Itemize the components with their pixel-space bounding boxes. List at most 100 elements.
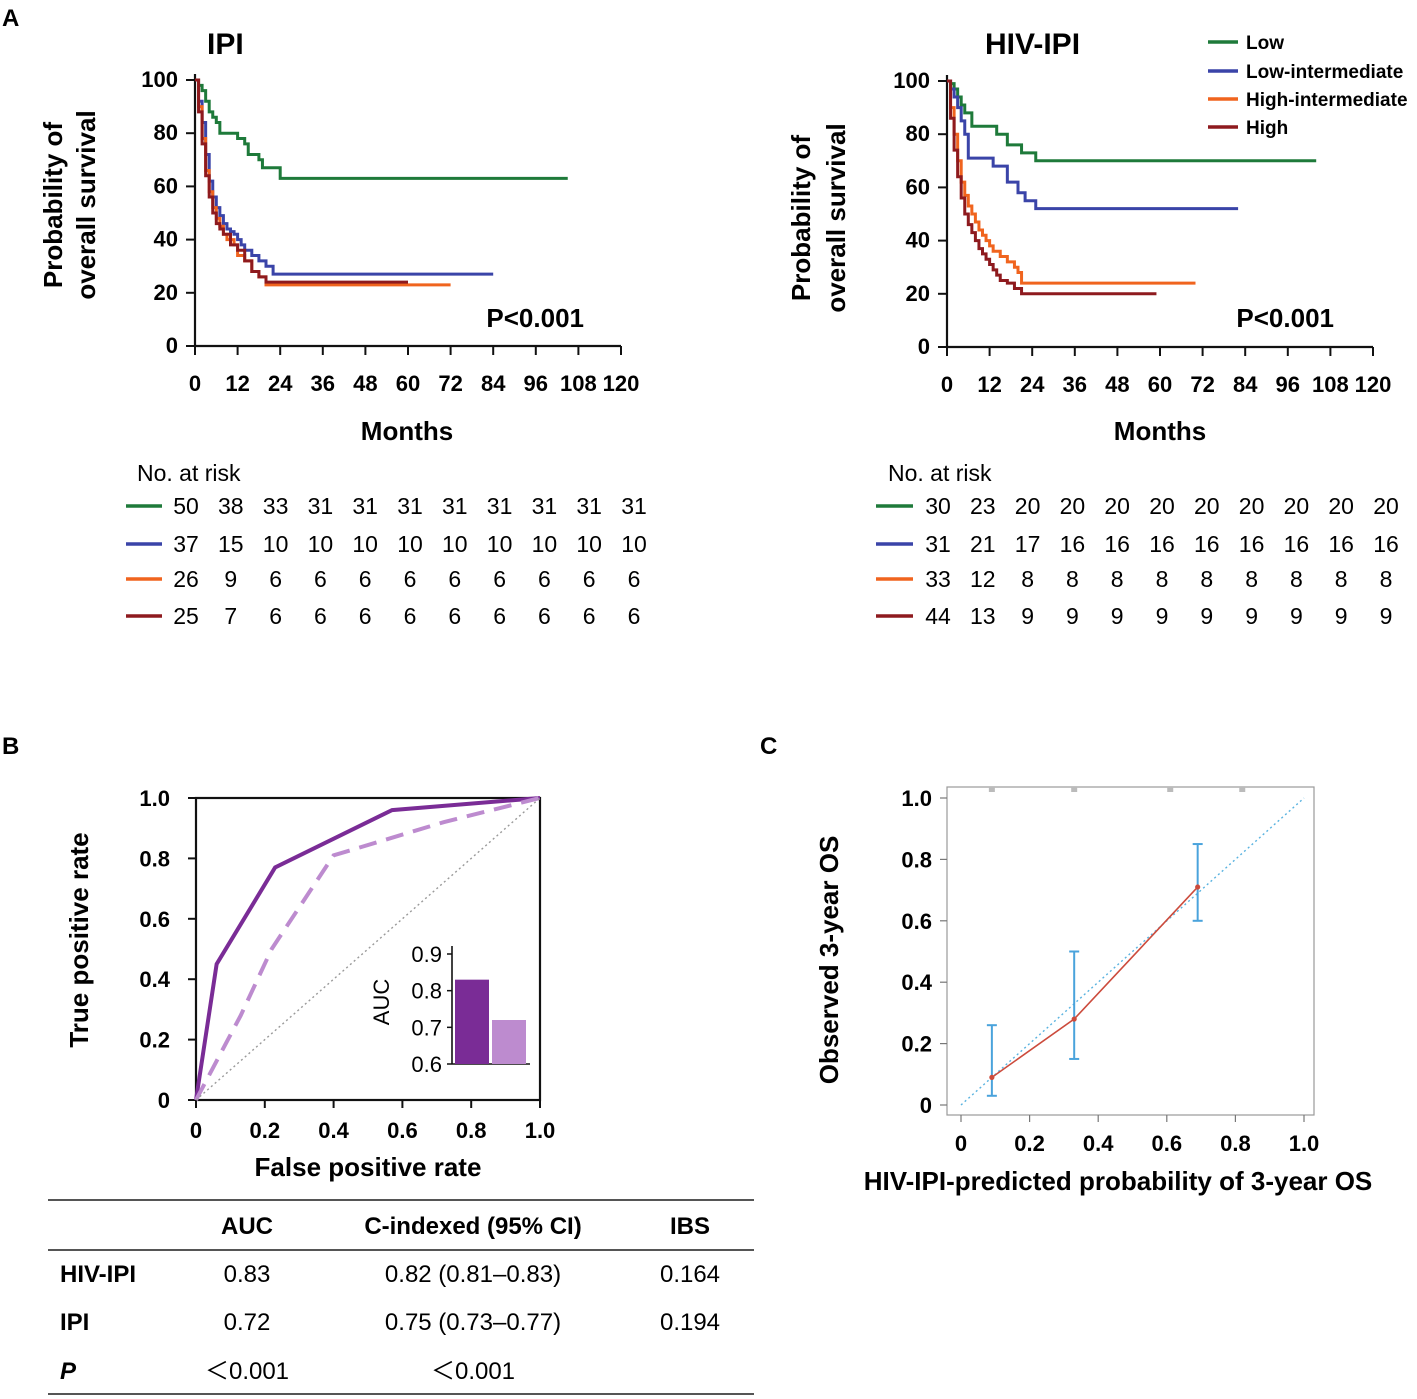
km-ipi-xtick-label: 96 (524, 371, 548, 396)
panel-b-label: B (2, 733, 19, 760)
km-ipi-risk-value: 7 (224, 603, 237, 629)
roc-curve-reference (195, 797, 541, 1101)
cal-point (1071, 1016, 1077, 1022)
roc-xtick-label: 0.2 (250, 1118, 281, 1143)
km-hiv-ipi-risk-value: 20 (1373, 493, 1399, 519)
km-hiv-ipi-risk-header: No. at risk (888, 460, 992, 486)
km-hiv-ipi-curve-low (947, 79, 1317, 163)
km-ipi-risk-value: 31 (352, 493, 378, 519)
km-ipi-risk-header: No. at risk (137, 460, 241, 486)
cal-point (1195, 884, 1201, 890)
cal-ytick-label: 1.0 (901, 786, 932, 811)
cal-ytick-label: 0.8 (901, 847, 932, 872)
km-ipi-risk-value: 6 (538, 566, 551, 592)
table-cell: 0.82 (0.81–0.83) (385, 1261, 561, 1288)
km-hiv-ipi-risk-value: 33 (925, 566, 951, 592)
km-hiv-ipi-ytick-label: 100 (893, 68, 930, 93)
km-ipi-risk-value: 33 (263, 493, 289, 519)
km-hiv-ipi-risk-value: 8 (1380, 566, 1393, 592)
km-hiv-ipi-risk-value: 20 (1239, 493, 1265, 519)
km-ipi-risk-value: 6 (583, 566, 596, 592)
km-ipi-xtick-label: 24 (268, 371, 293, 396)
km-ipi-title: IPI (207, 28, 244, 61)
km-hiv-ipi-xtick-label: 60 (1148, 372, 1172, 397)
cal-xtick-label: 0.6 (1152, 1131, 1183, 1156)
table-header-cell: IBS (670, 1213, 710, 1240)
roc-ylabel: True positive rate (64, 832, 94, 1047)
km-hiv-ipi-risk-value: 9 (1290, 603, 1303, 629)
km-ipi-risk-value: 10 (532, 531, 558, 557)
km-hiv-ipi-ylabel-line1: Probability of (786, 135, 816, 301)
legend-label-high-intermediate: High-intermediate (1246, 90, 1408, 111)
cal-ytick-label: 0 (920, 1093, 932, 1118)
km-ipi-risk-value: 10 (576, 531, 602, 557)
km-ipi-risk-value: 6 (314, 566, 327, 592)
km-hiv-ipi-risk-value: 8 (1021, 566, 1034, 592)
km-ipi-xtick-label: 72 (438, 371, 462, 396)
km-hiv-ipi-risk-value: 13 (970, 603, 996, 629)
km-ipi-risk-value: 31 (621, 493, 647, 519)
km-hiv-ipi-curve-high (947, 79, 1157, 296)
km-hiv-ipi-title: HIV-IPI (985, 28, 1080, 61)
km-ipi-risk-value: 10 (263, 531, 289, 557)
km-hiv-ipi-risk-value: 17 (1015, 531, 1041, 557)
km-ipi-ytick-label: 20 (154, 280, 178, 305)
inset-bar-ipi (492, 1020, 526, 1064)
km-hiv-ipi-risk-value: 16 (1149, 531, 1175, 557)
km-ipi-risk-value: 38 (218, 493, 244, 519)
km-ipi-xtick-label: 0 (189, 371, 201, 396)
km-hiv-ipi-ytick-label: 20 (906, 281, 930, 306)
cal-xtick-label: 0 (955, 1131, 967, 1156)
km-ipi-risk-value: 10 (487, 531, 513, 557)
km-ipi-risk-value: 6 (269, 566, 282, 592)
table-row-label: IPI (60, 1309, 89, 1336)
km-ipi-xlabel: Months (361, 416, 453, 446)
km-ipi-xtick-label: 84 (481, 371, 506, 396)
roc-xtick-label: 0.4 (318, 1118, 349, 1143)
km-hiv-ipi-risk-value: 8 (1245, 566, 1258, 592)
km-ipi-risk-value: 37 (173, 531, 199, 557)
inset-ytick-label: 0.6 (411, 1052, 442, 1077)
panel-c-label: C (760, 733, 777, 760)
km-legend: Low Low-intermediate High-intermediate High (1208, 33, 1408, 139)
table-cell: 0.83 (224, 1261, 271, 1288)
km-hiv-ipi-risk-value: 16 (1194, 531, 1220, 557)
roc-curve-hiv-ipi (194, 796, 541, 1101)
km-ipi-risk-value: 31 (442, 493, 468, 519)
inset-ytick-label: 0.8 (411, 979, 442, 1004)
cal-ytick-label: 0.4 (901, 970, 932, 995)
km-ipi-risk-value: 6 (448, 566, 461, 592)
km-ipi-risk-value: 26 (173, 566, 199, 592)
km-ipi-xtick-label: 36 (311, 371, 335, 396)
km-ipi-risk-value: 10 (397, 531, 423, 557)
km-plot-ipi: IPI Probability of overall survival 0 20 4… (38, 28, 647, 629)
table-header-cell: C-indexed (95% CI) (364, 1213, 581, 1240)
km-ipi-risk-value: 6 (538, 603, 551, 629)
km-hiv-ipi-ytick-label: 0 (918, 334, 930, 359)
km-hiv-ipi-xtick-label: 108 (1312, 372, 1349, 397)
roc-ytick-label: 0.6 (139, 907, 170, 932)
table-cell: 0.194 (660, 1309, 720, 1336)
km-ipi-risk-value: 6 (583, 603, 596, 629)
inset-bar-hiv-ipi (455, 979, 489, 1064)
km-ipi-ytick-label: 100 (141, 67, 178, 92)
roc-xtick-label: 0 (190, 1118, 202, 1143)
km-hiv-ipi-xtick-label: 12 (977, 372, 1001, 397)
km-hiv-ipi-risk-value: 23 (970, 493, 996, 519)
km-hiv-ipi-risk-value: 9 (1021, 603, 1034, 629)
km-hiv-ipi-xtick-label: 84 (1233, 372, 1258, 397)
legend-label-low: Low (1246, 33, 1284, 54)
table-row-label: P (60, 1358, 77, 1385)
roc-xtick-label: 0.8 (456, 1118, 487, 1143)
km-ipi-ytick-label: 80 (154, 120, 178, 145)
km-ipi-risk-value: 9 (224, 566, 237, 592)
km-hiv-ipi-curve-low-intermediate (947, 79, 1239, 211)
cal-reference-line (960, 797, 1305, 1106)
km-hiv-ipi-xtick-label: 0 (941, 372, 953, 397)
cal-observed-line (991, 886, 1199, 1079)
km-ipi-risk-value: 15 (218, 531, 244, 557)
km-ipi-risk-value: 6 (448, 603, 461, 629)
legend-label-low-intermediate: Low-intermediate (1246, 62, 1403, 83)
km-ipi-risk-value: 6 (628, 603, 641, 629)
